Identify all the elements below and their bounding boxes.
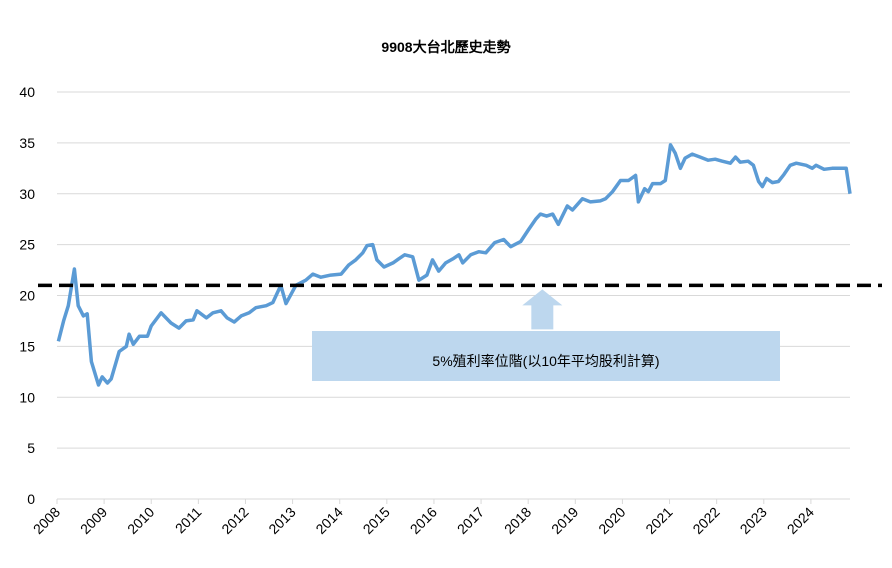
x-tick-label: 2019 bbox=[548, 504, 581, 537]
x-tick-label: 2023 bbox=[737, 504, 770, 537]
x-tick-label: 2017 bbox=[454, 504, 487, 537]
x-tick-label: 2010 bbox=[124, 504, 157, 537]
x-tick-label: 2011 bbox=[172, 504, 205, 537]
chart-title: 9908大台北歷史走勢 bbox=[381, 39, 510, 55]
y-tick-label: 10 bbox=[19, 389, 35, 405]
y-tick-label: 40 bbox=[19, 84, 35, 100]
y-tick-label: 0 bbox=[27, 491, 35, 507]
x-tick-label: 2022 bbox=[689, 504, 722, 537]
x-tick-label: 2012 bbox=[218, 504, 251, 537]
y-tick-label: 30 bbox=[19, 186, 35, 202]
x-tick-label: 2015 bbox=[360, 504, 393, 537]
y-tick-label: 5 bbox=[27, 440, 35, 456]
x-tick-label: 2020 bbox=[595, 504, 628, 537]
y-tick-label: 35 bbox=[19, 135, 35, 151]
x-tick-label: 2008 bbox=[30, 504, 63, 537]
y-tick-label: 15 bbox=[19, 338, 35, 354]
x-tick-label: 2013 bbox=[265, 504, 298, 537]
x-tick-label: 2024 bbox=[784, 504, 817, 537]
x-tick-label: 2016 bbox=[407, 504, 440, 537]
x-tick-label: 2009 bbox=[77, 504, 110, 537]
line-series bbox=[56, 143, 852, 387]
arrow bbox=[522, 289, 563, 330]
x-tick-label: 2014 bbox=[312, 504, 345, 537]
x-tick-label: 2021 bbox=[642, 504, 675, 537]
annotation-text: 5%殖利率位階(以10年平均股利計算) bbox=[432, 353, 659, 369]
y-tick-label: 20 bbox=[19, 288, 35, 304]
annotation-box bbox=[312, 331, 780, 381]
y-tick-label: 25 bbox=[19, 237, 35, 253]
x-tick-label: 2018 bbox=[501, 504, 534, 537]
